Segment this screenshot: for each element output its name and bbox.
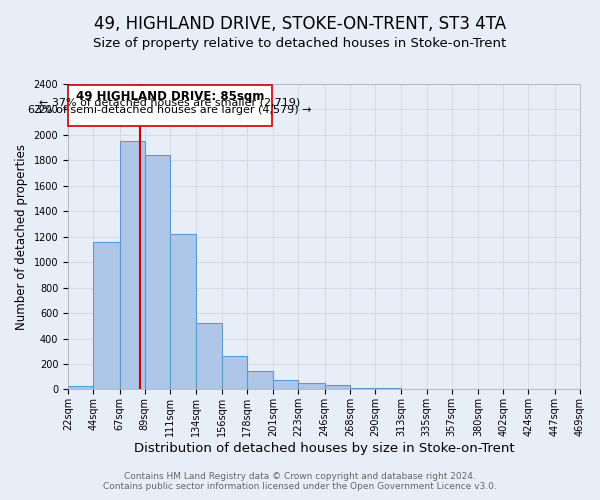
Bar [298,383,325,390]
Bar [170,234,196,390]
Bar [68,86,272,126]
Bar [350,388,375,390]
Bar [145,156,170,390]
Bar [93,242,119,390]
Bar [119,142,145,390]
Text: Size of property relative to detached houses in Stoke-on-Trent: Size of property relative to detached ho… [94,38,506,51]
Text: 63% of semi-detached houses are larger (4,579) →: 63% of semi-detached houses are larger (… [28,105,312,115]
Bar [375,388,401,390]
Text: Contains HM Land Registry data © Crown copyright and database right 2024.: Contains HM Land Registry data © Crown c… [124,472,476,481]
Bar [273,380,298,390]
Bar [196,324,221,390]
X-axis label: Distribution of detached houses by size in Stoke-on-Trent: Distribution of detached houses by size … [134,442,514,455]
Y-axis label: Number of detached properties: Number of detached properties [15,144,28,330]
Text: 49 HIGHLAND DRIVE: 85sqm: 49 HIGHLAND DRIVE: 85sqm [76,90,264,102]
Text: 49, HIGHLAND DRIVE, STOKE-ON-TRENT, ST3 4TA: 49, HIGHLAND DRIVE, STOKE-ON-TRENT, ST3 … [94,15,506,33]
Bar [247,370,273,390]
Text: Contains public sector information licensed under the Open Government Licence v3: Contains public sector information licen… [103,482,497,491]
Bar [325,384,350,390]
Text: ← 37% of detached houses are smaller (2,719): ← 37% of detached houses are smaller (2,… [40,98,301,108]
Bar [68,386,93,390]
Bar [221,356,247,390]
